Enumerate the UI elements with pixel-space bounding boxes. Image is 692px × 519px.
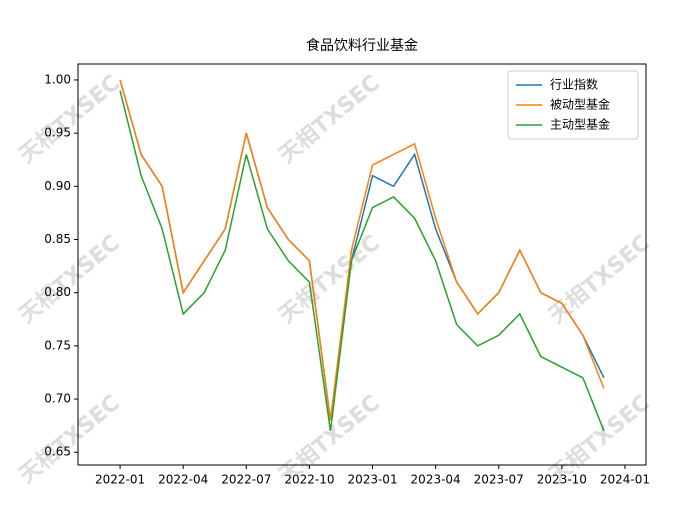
plot-frame (77, 63, 647, 466)
legend-label: 主动型基金 (550, 117, 610, 132)
watermark: 天相TXSEC (275, 71, 385, 169)
y-tick-label: 0.65 (44, 445, 71, 459)
x-tick-label: 2023-04 (411, 473, 461, 487)
y-tick-label: 0.70 (44, 392, 71, 406)
x-tick-label: 2024-01 (600, 473, 650, 487)
y-tick-label: 0.75 (44, 338, 71, 352)
watermark: 天相TXSEC (545, 231, 655, 329)
chart-title: 食品饮料行业基金 (306, 37, 418, 54)
y-tick-label: 0.95 (44, 126, 71, 140)
x-tick-label: 2022-01 (95, 473, 145, 487)
y-tick-label: 1.00 (44, 72, 71, 86)
watermark: 天相TXSEC (275, 231, 385, 329)
x-tick-label: 2023-01 (347, 473, 397, 487)
x-tick-label: 2022-04 (158, 473, 208, 487)
x-tick-label: 2022-07 (221, 473, 271, 487)
series-line (119, 79, 605, 421)
x-tick-label: 2023-10 (537, 473, 587, 487)
x-tick-label: 2023-07 (474, 473, 524, 487)
y-tick-label: 0.90 (44, 179, 71, 193)
legend-label: 行业指数 (550, 77, 598, 92)
y-tick-label: 0.85 (44, 232, 71, 246)
legend-box (507, 70, 639, 140)
series-line (119, 90, 605, 432)
x-tick-label: 2022-10 (284, 473, 334, 487)
legend-label: 被动型基金 (550, 97, 610, 112)
y-tick-label: 0.80 (44, 285, 71, 299)
